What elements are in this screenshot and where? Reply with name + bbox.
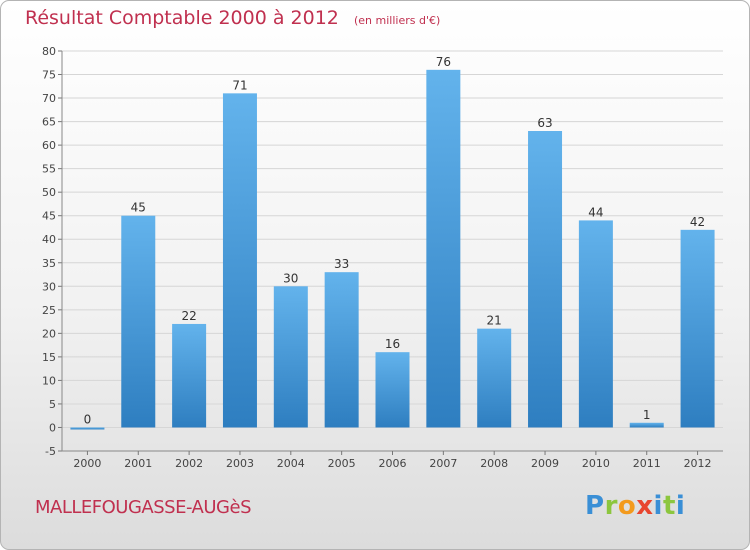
y-tick-label: 60: [42, 139, 56, 152]
town-name: MALLEFOUGASSE-AUGèS: [35, 497, 252, 518]
x-tick-label: 2010: [582, 457, 610, 470]
logo-letter: t: [662, 491, 676, 521]
bar: [375, 352, 410, 428]
data-label: 1: [643, 408, 651, 422]
x-tick-label: 2005: [328, 457, 356, 470]
chart-subtitle: (en milliers d'€): [353, 14, 441, 27]
data-label: 63: [537, 116, 552, 130]
bar: [70, 427, 105, 430]
y-tick-label: 75: [42, 69, 56, 82]
x-tick-label: 2000: [73, 457, 101, 470]
logo-letter: r: [604, 491, 618, 521]
bar: [222, 93, 257, 428]
bar: [629, 422, 664, 428]
y-tick-label: 35: [42, 257, 56, 270]
bar: [121, 215, 156, 428]
y-tick-label: 80: [42, 45, 56, 58]
x-tick-label: 2008: [480, 457, 508, 470]
y-tick-label: 50: [42, 186, 56, 199]
logo-letter: i: [653, 491, 663, 521]
y-tick-label: 15: [42, 351, 56, 364]
x-tick-label: 2006: [379, 457, 407, 470]
y-tick-label: 0: [49, 421, 56, 434]
data-label: 16: [385, 337, 400, 351]
bar: [528, 131, 563, 428]
bar: [680, 229, 715, 428]
x-tick-label: 2001: [124, 457, 152, 470]
data-label: 42: [690, 215, 705, 229]
data-label: 22: [181, 309, 196, 323]
bar: [477, 328, 512, 428]
data-label: 44: [588, 205, 603, 219]
logo-letter: o: [617, 491, 637, 521]
y-tick-label: 40: [42, 233, 56, 246]
data-label: 45: [131, 201, 146, 215]
x-tick-label: 2003: [226, 457, 254, 470]
x-tick-label: 2009: [531, 457, 559, 470]
chart-title-text: Résultat Comptable 2000 à 2012: [25, 7, 339, 29]
y-tick-label: 45: [42, 210, 56, 223]
bar: [172, 323, 207, 428]
x-tick-label: 2012: [684, 457, 712, 470]
y-tick-label: 65: [42, 116, 56, 129]
y-tick-label: 25: [42, 304, 56, 317]
y-tick-label: 5: [49, 398, 56, 411]
data-label: 30: [283, 271, 298, 285]
proxiti-logo: Proxiti: [585, 491, 685, 521]
logo-letter: P: [585, 491, 605, 521]
x-tick-label: 2002: [175, 457, 203, 470]
x-tick-label: 2004: [277, 457, 305, 470]
bar: [578, 220, 613, 428]
y-tick-label: 20: [42, 327, 56, 340]
y-tick-label: 10: [42, 374, 56, 387]
data-label: 0: [84, 412, 92, 426]
x-tick-label: 2011: [633, 457, 661, 470]
bar: [273, 286, 308, 428]
x-tick-label: 2007: [429, 457, 457, 470]
y-tick-label: 55: [42, 163, 56, 176]
y-tick-label: -5: [45, 445, 56, 458]
logo-letter: x: [636, 491, 654, 521]
y-tick-label: 30: [42, 280, 56, 293]
logo-letter: i: [675, 491, 686, 521]
data-label: 76: [436, 55, 451, 69]
data-label: 33: [334, 257, 349, 271]
bar: [426, 69, 461, 428]
data-label: 71: [232, 78, 247, 92]
data-label: 21: [487, 314, 502, 328]
bar: [324, 272, 359, 428]
y-tick-label: 70: [42, 92, 56, 105]
chart-title: Résultat Comptable 2000 à 2012 (en milli…: [25, 7, 440, 29]
